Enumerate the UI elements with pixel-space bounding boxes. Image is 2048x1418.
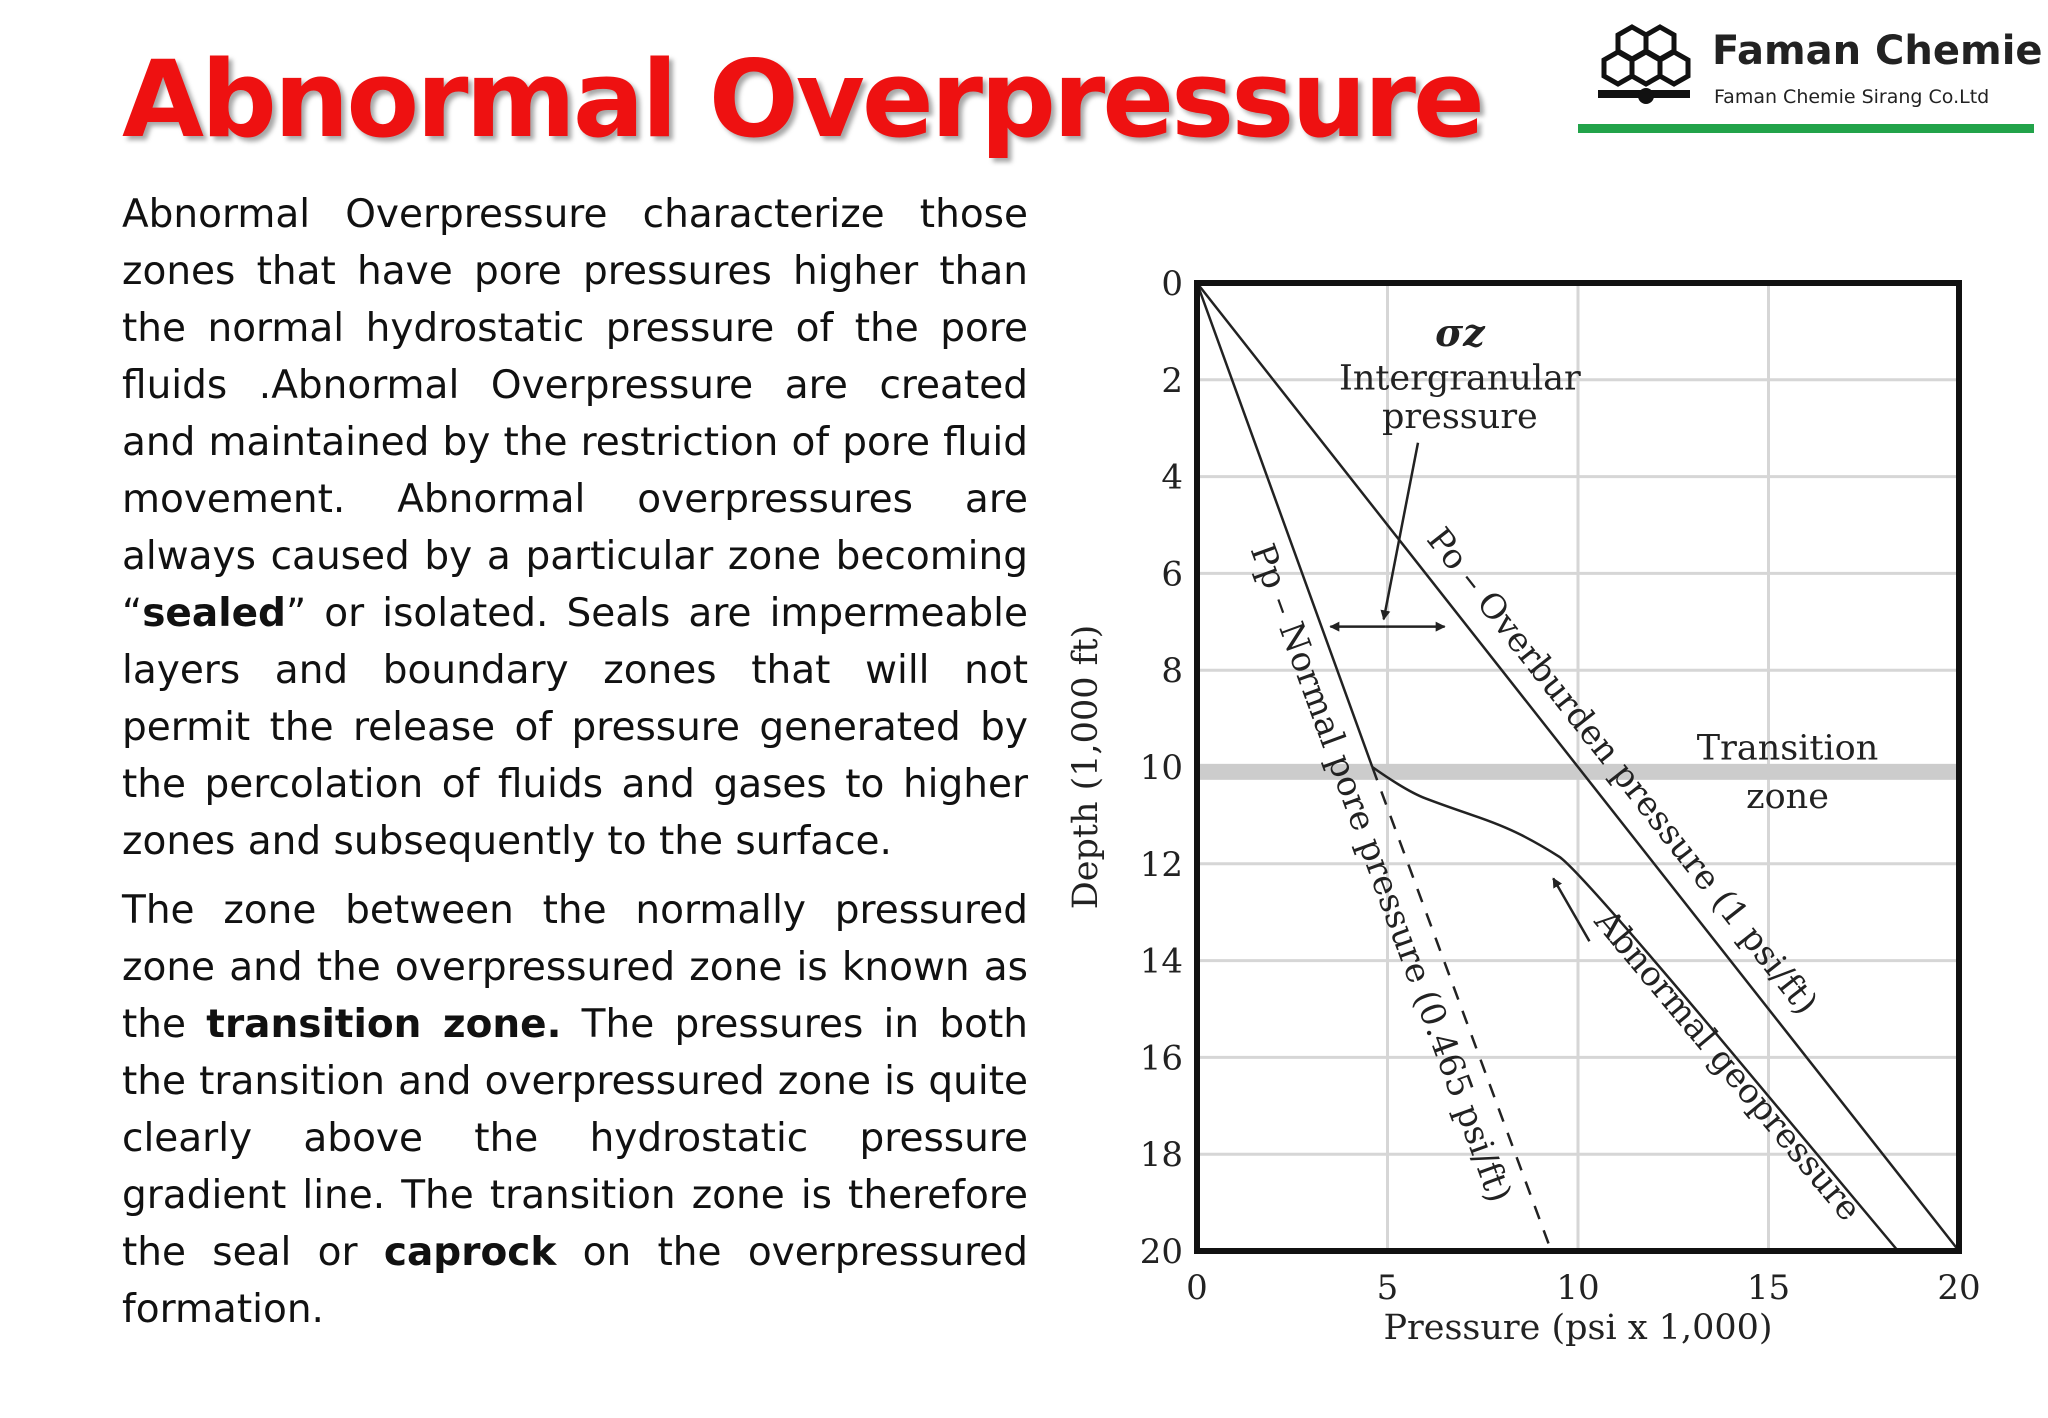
x-tick-label: 10 (1556, 1268, 1599, 1308)
transition-zone-label-line2: zone (1746, 777, 1829, 817)
y-tick-label: 10 (1140, 748, 1183, 788)
logo-underline (1578, 124, 2034, 133)
y-tick-label: 2 (1161, 361, 1183, 401)
intergranular-label-line2: pressure (1382, 397, 1538, 437)
p1-bold-sealed: sealed (142, 591, 286, 636)
y-axis-label: Depth (1,000 ft) (1066, 625, 1106, 910)
y-tick-label: 0 (1161, 264, 1183, 304)
p2-part3: on the overpressured formation. (122, 1230, 1028, 1332)
abnormal-geopressure-label: Abnormal geopressure (1586, 901, 1869, 1229)
y-tick-label: 14 (1140, 942, 1183, 982)
x-tick-label: 20 (1937, 1268, 1980, 1308)
paragraph-overpressure: Abnormal Overpressure characterize those… (122, 186, 1028, 870)
x-tick-label: 0 (1186, 1268, 1208, 1308)
p2-bold-transition-zone: transition zone. (206, 1002, 562, 1047)
y-tick-label: 12 (1140, 845, 1183, 885)
p1-part1: Abnormal Overpressure characterize those… (122, 192, 1028, 636)
plot-frame (1194, 280, 1962, 1254)
sigma-z-label: σz (1435, 310, 1486, 355)
p2-part1: The zone between the normally pressured … (122, 888, 1028, 1047)
y-tick-label: 16 (1140, 1038, 1183, 1078)
transition-zone-label: Transition (1697, 729, 1879, 769)
pressure-depth-chart: 0 2 4 6 8 10 12 14 16 18 20 0 5 10 15 20 Pressure (psi… (1066, 264, 1981, 1348)
y-tick-label: 20 (1140, 1232, 1183, 1272)
x-axis-label: Pressure (psi x 1,000) (1383, 1308, 1772, 1348)
page-title: Abnormal Overpressure (122, 38, 1485, 161)
overburden-pressure-line (1196, 282, 1960, 1252)
abnormal-geopressure-line (1371, 765, 1899, 1252)
intergranular-label: Intergranular (1339, 358, 1581, 398)
y-tick-label: 6 (1161, 554, 1183, 594)
p1-part2: ” or isolated. Seals are impermeable lay… (122, 591, 1028, 864)
normal-pore-pressure-line (1195, 282, 1374, 768)
abnormal-geopressure-arrow (1552, 877, 1591, 942)
intergranular-pointer-arrow (1380, 442, 1420, 621)
hexagon-molecule-icon (1598, 24, 1691, 104)
y-tick-label: 4 (1161, 458, 1183, 498)
p2-bold-caprock: caprock (383, 1230, 557, 1275)
y-tick-label: 18 (1140, 1135, 1183, 1175)
paragraph-transition: The zone between the normally pressured … (122, 882, 1028, 1338)
normal-pore-pressure-extension-dashed (1371, 766, 1553, 1252)
company-subtitle: Faman Chemie Sirang Co.Ltd (1714, 86, 1990, 108)
y-tick-label: 8 (1161, 651, 1183, 691)
company-logo: Faman Chemie Faman Chemie Sirang Co.Ltd (1578, 10, 2043, 140)
p2-part2: The pressures in both the transition and… (122, 1002, 1028, 1275)
x-tick-label: 15 (1747, 1268, 1790, 1308)
company-name: Faman Chemie (1712, 28, 2043, 74)
body-text: Abnormal Overpressure characterize those… (122, 186, 1028, 1338)
transition-zone-band (1197, 763, 1959, 780)
x-tick-label: 5 (1377, 1268, 1399, 1308)
